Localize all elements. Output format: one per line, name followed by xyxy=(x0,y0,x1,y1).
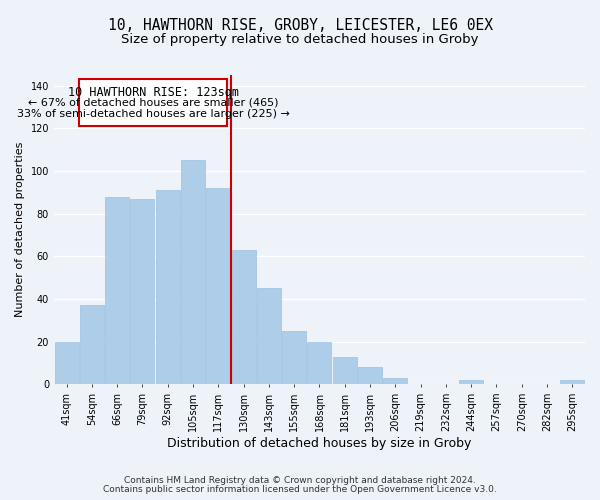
Text: Contains public sector information licensed under the Open Government Licence v3: Contains public sector information licen… xyxy=(103,485,497,494)
Bar xyxy=(55,342,79,384)
Bar xyxy=(181,160,205,384)
Bar xyxy=(459,380,483,384)
Bar xyxy=(156,190,180,384)
Text: Contains HM Land Registry data © Crown copyright and database right 2024.: Contains HM Land Registry data © Crown c… xyxy=(124,476,476,485)
Text: 10, HAWTHORN RISE, GROBY, LEICESTER, LE6 0EX: 10, HAWTHORN RISE, GROBY, LEICESTER, LE6… xyxy=(107,18,493,32)
Text: Size of property relative to detached houses in Groby: Size of property relative to detached ho… xyxy=(121,32,479,46)
Bar xyxy=(282,331,306,384)
Bar xyxy=(358,367,382,384)
Bar xyxy=(333,356,357,384)
Bar xyxy=(105,196,129,384)
Text: 10 HAWTHORN RISE: 123sqm: 10 HAWTHORN RISE: 123sqm xyxy=(68,86,239,98)
Bar xyxy=(257,288,281,384)
Bar xyxy=(560,380,584,384)
Bar xyxy=(206,188,230,384)
Text: 33% of semi-detached houses are larger (225) →: 33% of semi-detached houses are larger (… xyxy=(17,109,290,119)
X-axis label: Distribution of detached houses by size in Groby: Distribution of detached houses by size … xyxy=(167,437,472,450)
Bar xyxy=(232,250,256,384)
Bar xyxy=(79,80,227,126)
Bar xyxy=(130,198,154,384)
Y-axis label: Number of detached properties: Number of detached properties xyxy=(15,142,25,318)
Bar xyxy=(307,342,331,384)
Bar xyxy=(383,378,407,384)
Bar xyxy=(80,306,104,384)
Text: ← 67% of detached houses are smaller (465): ← 67% of detached houses are smaller (46… xyxy=(28,98,278,108)
